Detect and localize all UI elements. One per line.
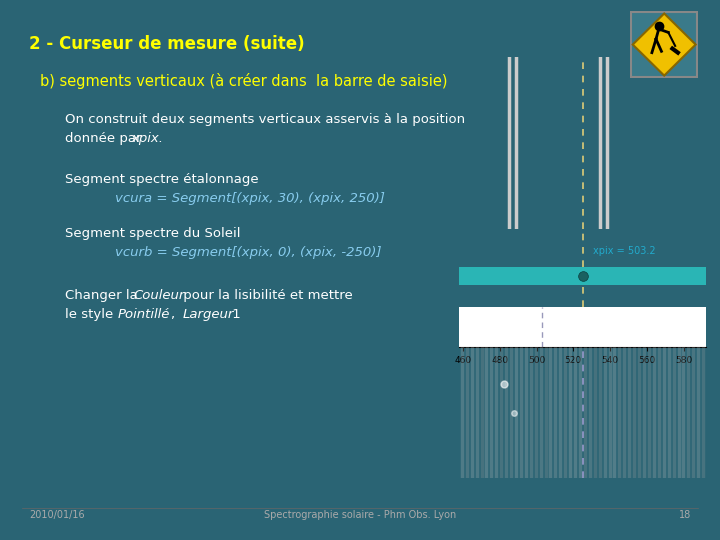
Text: donnée par: donnée par	[65, 132, 145, 145]
Text: pour la lisibilité et mettre: pour la lisibilité et mettre	[179, 289, 352, 302]
Text: vcurb = Segment[(xpix, 0), (xpix, -250)]: vcurb = Segment[(xpix, 0), (xpix, -250)]	[115, 246, 382, 259]
Text: 1: 1	[228, 308, 241, 321]
Text: 2010/01/16: 2010/01/16	[29, 510, 84, 521]
Text: le style: le style	[65, 308, 117, 321]
Text: xpix.: xpix.	[132, 132, 163, 145]
Text: xpix = 503.2: xpix = 503.2	[593, 246, 656, 256]
Text: Changer la: Changer la	[65, 289, 142, 302]
Text: Couleur: Couleur	[134, 289, 185, 302]
Text: Segment spectre étalonnage: Segment spectre étalonnage	[65, 173, 258, 186]
Text: Segment spectre du Soleil: Segment spectre du Soleil	[65, 227, 240, 240]
Text: b) segments verticaux (à créer dans  la barre de saisie): b) segments verticaux (à créer dans la b…	[40, 73, 447, 89]
Text: Pointillé: Pointillé	[117, 308, 170, 321]
Text: ,: ,	[171, 308, 180, 321]
Text: Largeur: Largeur	[183, 308, 234, 321]
Text: 18: 18	[679, 510, 691, 521]
Text: On construit deux segments verticaux asservis à la position: On construit deux segments verticaux ass…	[65, 113, 465, 126]
Bar	[459, 267, 706, 286]
Text: 2 - Curseur de mesure (suite): 2 - Curseur de mesure (suite)	[29, 35, 305, 53]
Text: vcura = Segment[(xpix, 30), (xpix, 250)]: vcura = Segment[(xpix, 30), (xpix, 250)]	[115, 192, 385, 205]
Polygon shape	[633, 14, 696, 76]
Text: Spectrographie solaire - Phm Obs. Lyon: Spectrographie solaire - Phm Obs. Lyon	[264, 510, 456, 521]
